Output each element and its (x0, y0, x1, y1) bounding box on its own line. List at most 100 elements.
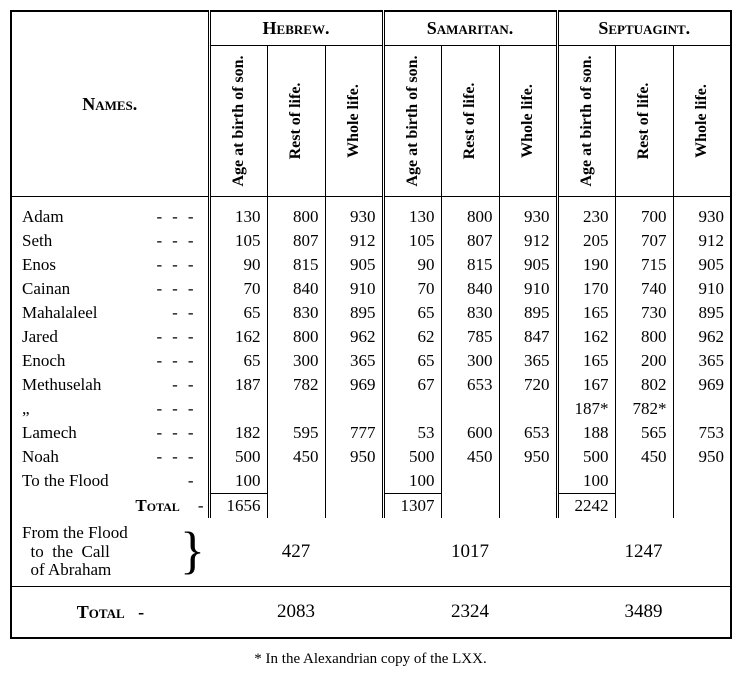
value-cell: 800 (441, 205, 499, 229)
value-cell (325, 469, 383, 494)
value-cell: 895 (673, 301, 731, 325)
value-cell: 815 (441, 253, 499, 277)
grand-total-value: 2083 (209, 587, 383, 639)
value-cell (441, 469, 499, 494)
patriarch-name: Lamech--- (11, 421, 209, 445)
table-row: Adam---130800930130800930230700930 (11, 205, 731, 229)
value-cell: 450 (441, 445, 499, 469)
value-cell: 782* (615, 397, 673, 421)
patriarch-name: Enos--- (11, 253, 209, 277)
subcol-header: Rest of life. (615, 46, 673, 197)
subcol-header: Whole life. (325, 46, 383, 197)
value-cell: 70 (383, 277, 441, 301)
chronology-table: Names. Hebrew. Samaritan. Septuagint. Ag… (10, 10, 732, 639)
patriarch-name: Mahalaleel-- (11, 301, 209, 325)
value-cell: 65 (383, 301, 441, 325)
value-cell: 905 (499, 253, 557, 277)
value-cell: 912 (499, 229, 557, 253)
value-cell: 969 (325, 373, 383, 397)
value-cell: 715 (615, 253, 673, 277)
value-cell: 100 (383, 469, 441, 494)
value-cell: 65 (209, 349, 267, 373)
value-cell: 300 (441, 349, 499, 373)
value-cell: 90 (383, 253, 441, 277)
value-cell: 500 (557, 445, 615, 469)
value-cell: 653 (441, 373, 499, 397)
value-cell: 800 (615, 325, 673, 349)
patriarch-name: To the Flood- (11, 469, 209, 494)
value-cell: 165 (557, 349, 615, 373)
col-group-septuagint: Septuagint. (557, 11, 731, 46)
value-cell: 910 (325, 277, 383, 301)
value-cell: 910 (673, 277, 731, 301)
table-row: „---187*782* (11, 397, 731, 421)
patriarch-name: Seth--- (11, 229, 209, 253)
value-cell: 105 (383, 229, 441, 253)
flood-label: From the Flood to the Call of Abraham} (11, 518, 209, 587)
patriarch-name: Jared--- (11, 325, 209, 349)
value-cell: 700 (615, 205, 673, 229)
value-cell: 65 (209, 301, 267, 325)
value-cell: 930 (673, 205, 731, 229)
value-cell: 962 (325, 325, 383, 349)
col-group-hebrew: Hebrew. (209, 11, 383, 46)
grand-total-value: 2324 (383, 587, 557, 639)
footnote: * In the Alexandrian copy of the LXX. (10, 651, 731, 668)
subtotal-value: 2242 (557, 494, 615, 519)
grand-total-value: 3489 (557, 587, 731, 639)
value-cell: 905 (673, 253, 731, 277)
patriarch-name: Adam--- (11, 205, 209, 229)
table-row: Enoch---6530036565300365165200365 (11, 349, 731, 373)
value-cell: 90 (209, 253, 267, 277)
subcol-header: Rest of life. (267, 46, 325, 197)
value-cell: 595 (267, 421, 325, 445)
value-cell: 565 (615, 421, 673, 445)
value-cell: 70 (209, 277, 267, 301)
subcol-header: Whole life. (499, 46, 557, 197)
value-cell: 165 (557, 301, 615, 325)
value-cell: 782 (267, 373, 325, 397)
value-cell: 365 (673, 349, 731, 373)
value-cell: 840 (267, 277, 325, 301)
value-cell: 815 (267, 253, 325, 277)
table-row: Seth---105807912105807912205707912 (11, 229, 731, 253)
value-cell: 500 (383, 445, 441, 469)
value-cell: 65 (383, 349, 441, 373)
value-cell: 182 (209, 421, 267, 445)
subtotal-value: 1656 (209, 494, 267, 519)
value-cell: 67 (383, 373, 441, 397)
value-cell: 895 (499, 301, 557, 325)
subcol-header: Age at birth of son. (383, 46, 441, 197)
value-cell: 969 (673, 373, 731, 397)
patriarch-name: „--- (11, 397, 209, 421)
value-cell: 162 (557, 325, 615, 349)
value-cell: 53 (383, 421, 441, 445)
value-cell: 962 (673, 325, 731, 349)
table-row: Lamech---18259577753600653188565753 (11, 421, 731, 445)
table-row: Jared---16280096262785847162800962 (11, 325, 731, 349)
value-cell: 895 (325, 301, 383, 325)
subtotal-row: Total-165613072242 (11, 494, 731, 519)
value-cell (209, 397, 267, 421)
flood-row: From the Flood to the Call of Abraham}42… (11, 518, 731, 587)
subcol-header: Age at birth of son. (209, 46, 267, 197)
table-row: Noah---500450950500450950500450950 (11, 445, 731, 469)
value-cell: 365 (499, 349, 557, 373)
value-cell: 807 (267, 229, 325, 253)
value-cell: 830 (267, 301, 325, 325)
value-cell: 167 (557, 373, 615, 397)
table-row: Cainan---7084091070840910170740910 (11, 277, 731, 301)
value-cell: 450 (615, 445, 673, 469)
value-cell: 500 (209, 445, 267, 469)
value-cell: 840 (441, 277, 499, 301)
value-cell (499, 469, 557, 494)
value-cell: 830 (441, 301, 499, 325)
value-cell: 905 (325, 253, 383, 277)
value-cell: 950 (325, 445, 383, 469)
value-cell: 930 (325, 205, 383, 229)
col-header-names: Names. (11, 11, 209, 197)
value-cell (499, 397, 557, 421)
value-cell: 105 (209, 229, 267, 253)
value-cell: 100 (209, 469, 267, 494)
value-cell (615, 469, 673, 494)
